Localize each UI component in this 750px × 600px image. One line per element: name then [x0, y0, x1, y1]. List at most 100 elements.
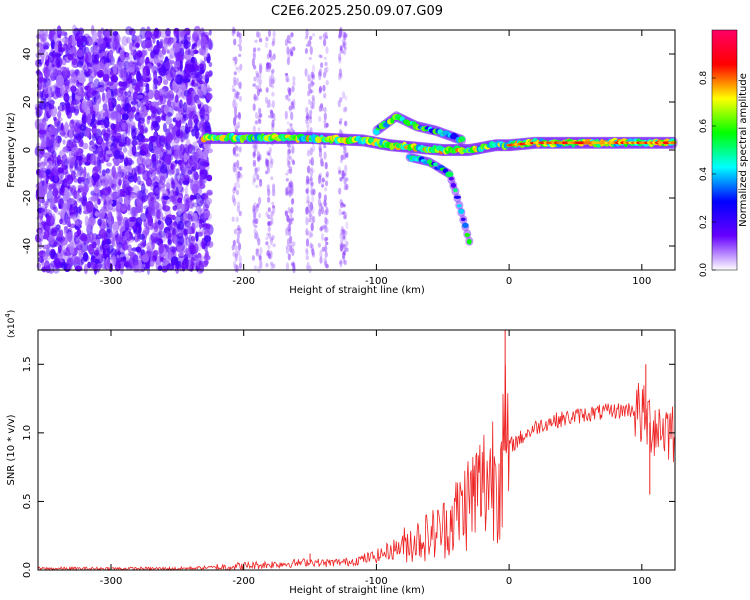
noise-speck — [178, 177, 183, 186]
noise-speck — [79, 124, 87, 131]
streak-speck — [338, 187, 342, 195]
noise-speck — [75, 155, 83, 161]
noise-speck — [156, 209, 161, 220]
spectrogram-noise — [34, 24, 349, 276]
noise-speck — [91, 145, 99, 150]
noise-speck — [129, 42, 133, 51]
streak-speck — [286, 94, 290, 98]
streak-speck — [323, 123, 327, 129]
noise-speck — [42, 36, 47, 43]
noise-speck — [78, 87, 83, 96]
noise-speck — [183, 228, 188, 236]
noise-speck — [86, 154, 92, 166]
noise-speck — [73, 189, 78, 200]
noise-speck — [171, 169, 175, 175]
streak-speck — [324, 244, 328, 253]
noise-speck — [116, 165, 125, 173]
streak-speck — [237, 66, 241, 73]
noise-speck — [43, 41, 50, 47]
streak-speck — [237, 201, 241, 209]
noise-speck — [154, 237, 163, 245]
noise-speck — [106, 211, 112, 224]
noise-speck — [55, 236, 63, 242]
noise-speck — [171, 261, 179, 271]
streak-speck — [310, 222, 314, 232]
noise-speck — [165, 154, 172, 165]
noise-speck — [180, 145, 184, 153]
noise-speck — [185, 126, 191, 134]
streak-speck — [342, 250, 346, 256]
noise-speck — [131, 167, 137, 178]
streak-speck — [252, 151, 256, 157]
streak-speck — [323, 107, 327, 113]
streak-speck — [323, 38, 327, 47]
streak-speck — [319, 226, 323, 232]
noise-speck — [115, 121, 123, 131]
streak-speck — [323, 92, 327, 99]
noise-speck — [47, 139, 54, 149]
streak-speck — [235, 66, 239, 71]
streak-speck — [310, 80, 314, 88]
noise-speck — [86, 63, 93, 70]
streak-speck — [237, 170, 241, 178]
spectrogram-x-ticks: -300 -200 -100 0 100 — [100, 30, 651, 287]
noise-speck — [57, 167, 64, 174]
streak-speck — [320, 206, 324, 215]
noise-speck — [52, 187, 59, 197]
noise-speck — [190, 235, 196, 242]
noise-speck — [68, 35, 73, 47]
noise-speck — [205, 250, 209, 260]
noise-speck — [50, 39, 56, 50]
streak-speck — [256, 174, 260, 181]
noise-speck — [136, 94, 144, 99]
streak-speck — [252, 204, 256, 212]
streak-speck — [270, 72, 274, 81]
noise-speck — [182, 180, 190, 186]
streak-speck — [288, 87, 292, 96]
colorbar: 0.0 0.2 0.4 0.6 0.8 Normalized spectral ampl… — [699, 29, 749, 277]
streak-speck — [325, 46, 329, 54]
noise-speck — [185, 237, 191, 247]
streak-speck — [304, 35, 308, 40]
noise-speck — [39, 90, 45, 99]
streak-speck — [325, 173, 329, 179]
noise-speck — [125, 138, 130, 146]
noise-speck — [80, 185, 88, 197]
streak-speck — [290, 262, 295, 266]
streak-speck — [342, 234, 346, 240]
streak-speck — [340, 130, 344, 134]
noise-speck — [42, 252, 48, 261]
noise-speck — [133, 229, 139, 236]
noise-speck — [59, 218, 63, 225]
noise-speck — [69, 161, 75, 169]
x-tick-label: 0 — [506, 576, 512, 587]
streak-speck — [320, 157, 324, 167]
noise-speck — [69, 245, 75, 255]
streak-speck — [325, 209, 329, 213]
streak-speck — [307, 99, 312, 105]
streak-speck — [252, 159, 256, 165]
noise-speck — [164, 43, 168, 51]
streak-speck — [338, 68, 342, 76]
noise-speck — [43, 45, 49, 50]
streak-speck — [318, 147, 322, 153]
noise-speck — [164, 38, 168, 43]
streak-speck — [292, 46, 296, 51]
noise-speck — [46, 214, 51, 227]
noise-speck — [103, 195, 112, 206]
noise-speck — [92, 45, 98, 56]
streak-speck — [339, 233, 343, 240]
streak-speck — [308, 209, 312, 214]
streak-speck — [311, 195, 315, 203]
streak-speck — [345, 247, 349, 252]
streak-speck — [309, 201, 314, 211]
noise-speck — [158, 88, 166, 97]
noise-speck — [195, 129, 199, 140]
noise-speck — [57, 34, 62, 39]
streak-speck — [311, 64, 316, 73]
noise-speck — [38, 212, 42, 219]
noise-speck — [196, 193, 201, 204]
streak-speck — [307, 83, 312, 91]
noise-speck — [179, 161, 186, 174]
noise-speck — [48, 124, 56, 136]
